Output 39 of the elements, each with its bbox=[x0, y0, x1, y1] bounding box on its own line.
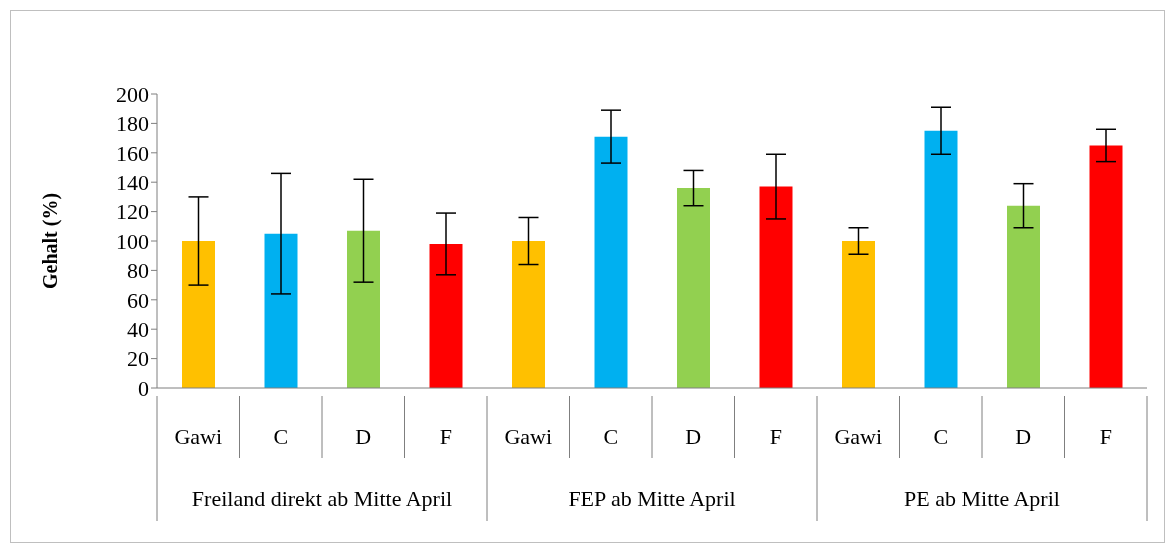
bar bbox=[924, 130, 958, 388]
y-tick-label: 140 bbox=[116, 170, 149, 196]
x-tick-label: F bbox=[1099, 424, 1112, 449]
y-tick-label: 0 bbox=[138, 375, 149, 401]
bar bbox=[842, 241, 875, 388]
bar bbox=[759, 186, 793, 388]
bar bbox=[512, 241, 545, 388]
y-tick-label: 200 bbox=[116, 81, 149, 107]
bar bbox=[182, 241, 215, 388]
bar bbox=[677, 188, 710, 388]
x-tick-label: F bbox=[439, 424, 452, 449]
bar bbox=[1089, 145, 1123, 388]
x-tick-label: F bbox=[769, 424, 782, 449]
x-tick-label: D bbox=[685, 424, 702, 449]
bar bbox=[347, 230, 380, 388]
text: FEP ab Mitte April bbox=[568, 486, 736, 511]
bar bbox=[1007, 205, 1040, 388]
text: PE ab Mitte April bbox=[904, 486, 1060, 511]
y-tick-label: 100 bbox=[116, 228, 149, 254]
y-axis-title: Gehalt (%) bbox=[39, 192, 63, 290]
y-tick-label: 120 bbox=[116, 199, 149, 225]
y-tick-label: 60 bbox=[127, 287, 149, 313]
x-tick-label: D bbox=[355, 424, 372, 449]
y-tick-label: 80 bbox=[127, 258, 149, 284]
x-tick-label: C bbox=[603, 424, 619, 449]
x-tick-label: D bbox=[1015, 424, 1032, 449]
x-tick-label: Gawi bbox=[834, 424, 883, 449]
bar bbox=[264, 233, 298, 388]
x-tick-label: C bbox=[933, 424, 949, 449]
x-tick-label: Gawi bbox=[504, 424, 553, 449]
bar bbox=[594, 136, 628, 388]
x-tick-label: Gawi bbox=[174, 424, 223, 449]
y-tick-label: 20 bbox=[127, 346, 149, 372]
bar bbox=[429, 243, 463, 388]
text: Freiland direkt ab Mitte April bbox=[191, 486, 453, 511]
x-tick-label: C bbox=[273, 424, 289, 449]
y-tick-label: 160 bbox=[116, 140, 149, 166]
y-tick-label: 180 bbox=[116, 111, 149, 137]
y-tick-label: 40 bbox=[127, 317, 149, 343]
